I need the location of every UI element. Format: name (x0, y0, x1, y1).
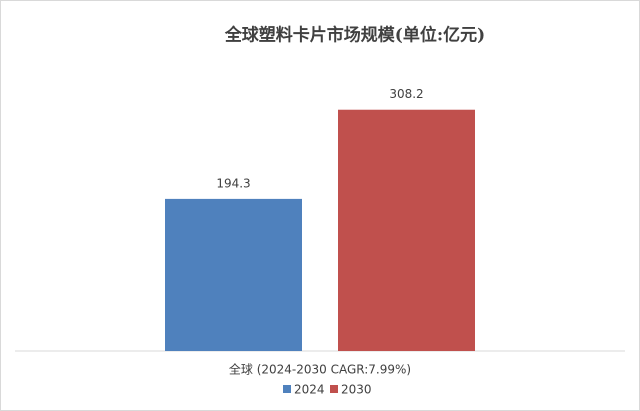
bar (165, 198, 302, 351)
legend-label: 2024 (294, 383, 325, 397)
bar (338, 109, 475, 352)
x-tick-label: 全球 (2024-2030 CAGR:7.99%) (229, 362, 411, 377)
value-label: 194.3 (216, 176, 250, 190)
legend-swatch (330, 385, 338, 393)
legend-swatch (283, 385, 291, 393)
chart-title: 全球塑料卡片市场规模(单位:亿元) (224, 25, 485, 46)
value-label: 308.2 (389, 87, 423, 101)
legend-label: 2030 (341, 383, 372, 397)
